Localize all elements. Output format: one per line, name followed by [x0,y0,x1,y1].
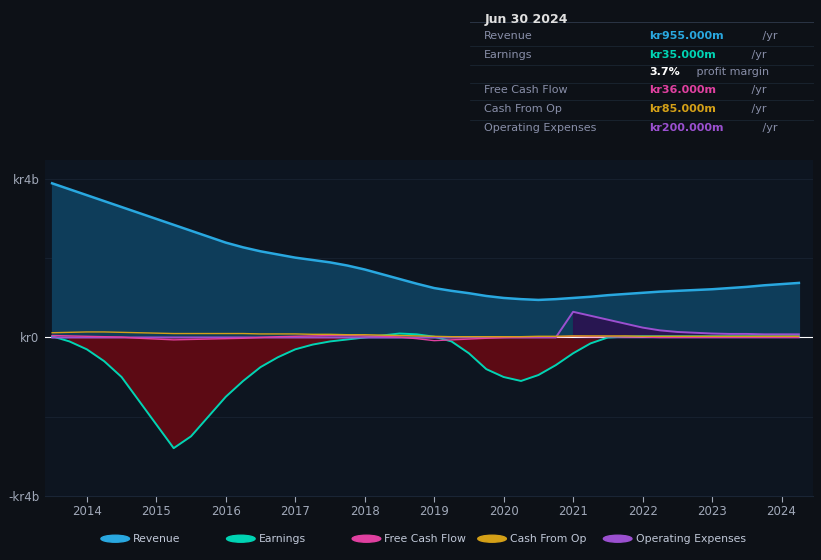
Text: Jun 30 2024: Jun 30 2024 [484,13,567,26]
Text: kr85.000m: kr85.000m [649,104,716,114]
Text: kr36.000m: kr36.000m [649,85,716,95]
Text: /yr: /yr [748,50,766,60]
Text: profit margin: profit margin [693,67,769,77]
Text: Revenue: Revenue [133,534,181,544]
Text: Cash From Op: Cash From Op [484,104,562,114]
Text: Revenue: Revenue [484,31,533,40]
Text: /yr: /yr [748,104,766,114]
Circle shape [227,535,255,542]
Text: Earnings: Earnings [484,50,533,60]
Text: kr955.000m: kr955.000m [649,31,723,40]
Text: Free Cash Flow: Free Cash Flow [484,85,568,95]
Circle shape [478,535,507,542]
Text: /yr: /yr [759,123,777,133]
Text: 3.7%: 3.7% [649,67,680,77]
Text: Operating Expenses: Operating Expenses [484,123,597,133]
Circle shape [603,535,632,542]
Text: /yr: /yr [748,85,766,95]
Text: Earnings: Earnings [259,534,305,544]
Text: Cash From Op: Cash From Op [510,534,586,544]
Circle shape [352,535,381,542]
Text: kr35.000m: kr35.000m [649,50,716,60]
Text: /yr: /yr [759,31,777,40]
Text: Operating Expenses: Operating Expenses [635,534,745,544]
Text: Free Cash Flow: Free Cash Flow [384,534,466,544]
Text: kr200.000m: kr200.000m [649,123,723,133]
Circle shape [101,535,130,542]
